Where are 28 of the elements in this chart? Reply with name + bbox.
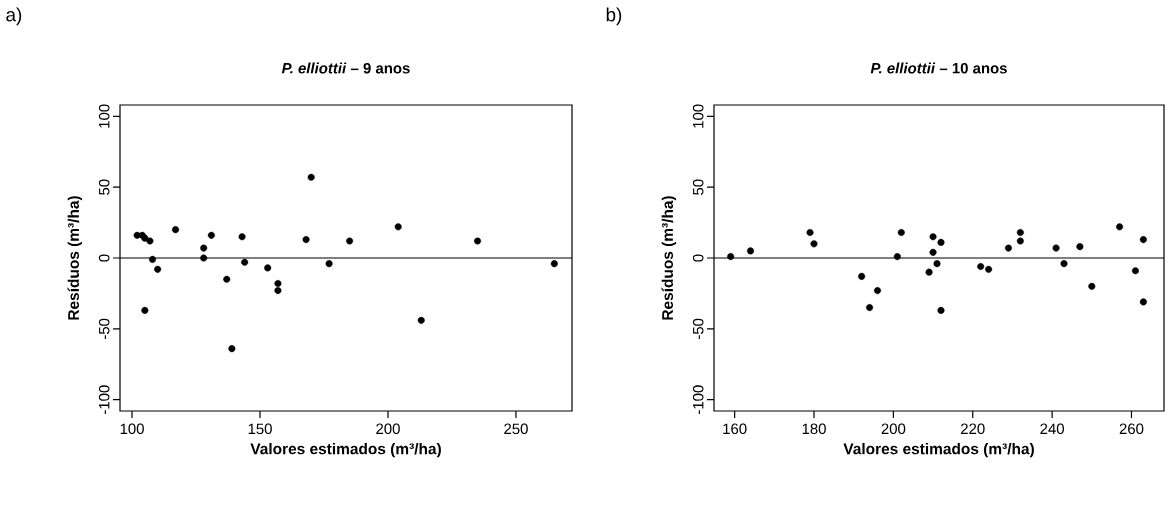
- x-tick-label: 200: [881, 423, 906, 435]
- x-axis-title: Valores estimados (m³/ha): [250, 442, 441, 458]
- y-tick-label: 50: [98, 179, 110, 195]
- y-tick-label: -50: [692, 318, 704, 339]
- y-axis-title: Resíduos (m³/ha): [661, 196, 677, 320]
- y-tick-label: 0: [98, 254, 110, 262]
- text: b): [606, 7, 622, 26]
- y-tick-label: -100: [98, 385, 110, 414]
- x-tick-label: 240: [1040, 423, 1064, 435]
- text: a): [6, 7, 22, 26]
- y-tick-label: 100: [692, 104, 704, 128]
- y-axis-title: Resíduos (m³/ha): [67, 196, 83, 320]
- y-tick-label: 0: [692, 254, 704, 262]
- x-tick-label: 160: [723, 423, 747, 435]
- y-tick-label: -50: [98, 318, 110, 339]
- chart-title: P. elliottii – 9 anos: [281, 62, 410, 74]
- x-tick-label: 260: [1119, 423, 1144, 435]
- y-tick-label: 100: [98, 104, 110, 128]
- x-tick-label: 200: [376, 423, 400, 435]
- y-tick-label: -100: [692, 385, 704, 414]
- y-tick-label: 50: [692, 179, 704, 195]
- chart-title: P. elliottii – 10 anos: [870, 62, 1007, 74]
- x-tick-label: 250: [504, 423, 528, 435]
- x-tick-label: 180: [802, 423, 826, 435]
- x-axis-title: Valores estimados (m³/ha): [843, 442, 1034, 458]
- x-tick-label: 220: [961, 423, 985, 435]
- x-tick-label: 100: [120, 423, 144, 435]
- x-tick-label: 150: [248, 423, 272, 435]
